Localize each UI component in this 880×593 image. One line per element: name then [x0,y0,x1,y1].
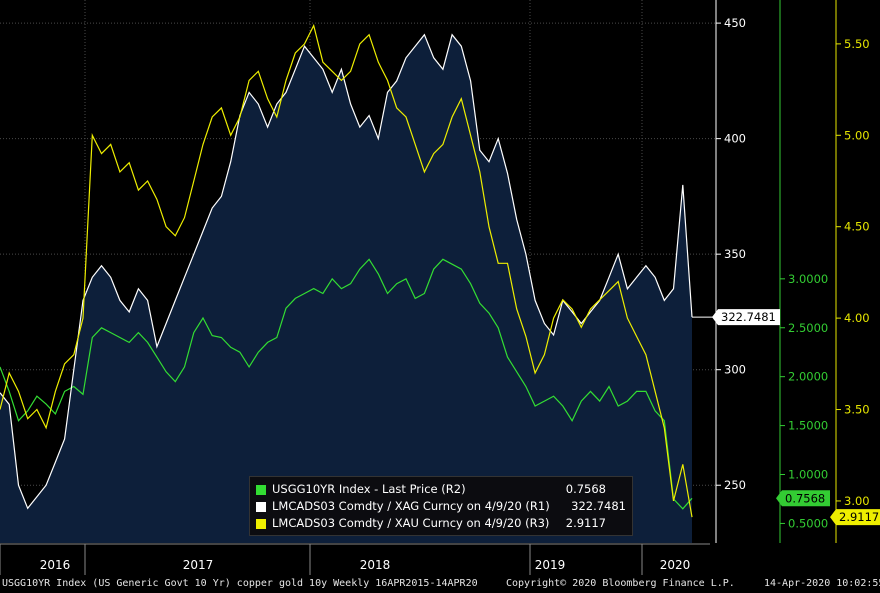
y-tick-label-r1: 350 [724,247,746,261]
area-fill [0,34,692,543]
y-tick-label-r3: 5.50 [844,37,870,51]
y-tick-label-r2: 1.0000 [788,468,828,482]
badge-box [712,309,780,326]
legend-item-usgg10yr: USGG10YR Index - Last Price (R2) 0.7568 [256,482,626,498]
y-tick-label-r1: 400 [724,132,746,146]
y-tick-label-r3: 4.00 [844,311,870,325]
last-value-badge-r3: 2.9117 [830,509,880,526]
badge-value: 322.7481 [721,310,776,324]
legend-swatch-green [256,485,266,495]
y-tick-label-r3: 5.00 [844,128,870,142]
y-tick-label-r2: 2.0000 [788,370,828,384]
y-tick-label-r3: 4.50 [844,220,870,234]
legend-swatch-white [256,502,266,512]
y-tick-label-r1: 250 [724,478,746,492]
badge-value: 0.7568 [785,491,825,505]
footer-timestamp: 14-Apr-2020 10:02:55 [764,578,880,589]
legend-item-copper-silver: LMCADS03 Comdty / XAG Curncy on 4/9/20 (… [256,499,626,515]
y-tick-label-r3: 3.50 [844,403,870,417]
legend-value: 322.7481 [571,499,626,513]
legend-value: 2.9117 [565,516,606,530]
legend-value: 0.7568 [565,482,606,496]
badge-box [776,490,830,507]
x-axis-band [0,543,710,575]
legend-label: LMCADS03 Comdty / XAU Curncy on 4/9/20 (… [272,516,550,530]
legend: USGG10YR Index - Last Price (R2) 0.7568 … [249,476,633,536]
last-value-badge-r2: 0.7568 [776,490,830,507]
badge-value: 2.9117 [839,510,879,524]
series-line-2 [0,23,693,518]
x-tick-label: 2020 [660,558,691,572]
legend-label: LMCADS03 Comdty / XAG Curncy on 4/9/20 (… [272,499,550,513]
y-tick-label-r2: 3.0000 [788,272,828,286]
series-lines [0,23,693,518]
y-tick-label-r2: 0.5000 [788,516,828,530]
y-tick-label-r2: 1.5000 [788,419,828,433]
legend-swatch-yellow [256,519,266,529]
last-value-badge-r1: 322.7481 [712,309,780,326]
x-axis: 2016 2017 2018 2019 2020 [0,543,710,575]
x-tick-label: 2016 [40,558,71,572]
series-line-0 [0,258,693,510]
footer-description: USGG10YR Index (US Generic Govt 10 Yr) c… [2,578,478,589]
y-tick-label-r1: 300 [724,363,746,377]
y-tick-label-r1: 450 [724,16,746,30]
y-tick-label-r2: 2.5000 [788,321,828,335]
x-tick-label: 2018 [360,558,391,572]
legend-label: USGG10YR Index - Last Price (R2) [272,482,466,496]
badge-box [830,509,880,526]
area-copper-silver [0,34,692,543]
x-tick-label: 2019 [535,558,566,572]
footer-copyright: Copyright© 2020 Bloomberg Finance L.P. [506,578,735,589]
legend-item-copper-gold: LMCADS03 Comdty / XAU Curncy on 4/9/20 (… [256,516,626,532]
x-tick-label: 2017 [183,558,214,572]
y-axes: 250 300 350 400 450 0.5000 1.0000 1.5000 2.0000 2… [692,0,880,543]
y-tick-label-r3: 3.00 [844,494,870,508]
